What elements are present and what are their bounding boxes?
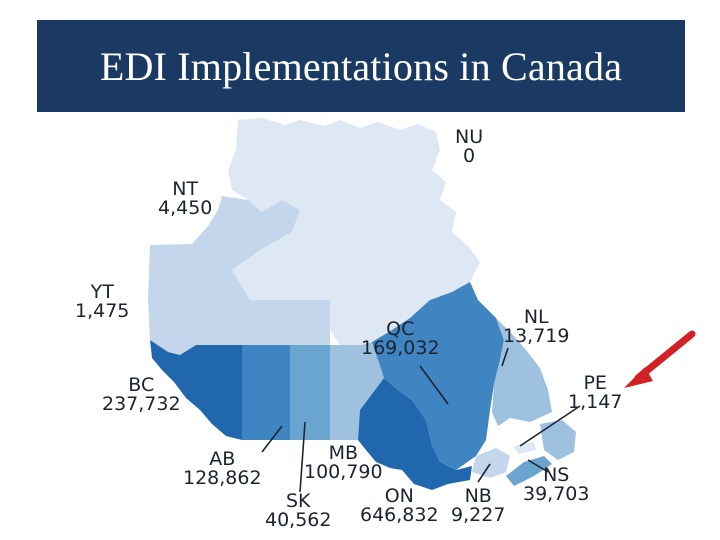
province-code: YT bbox=[90, 281, 114, 303]
province-code: BC bbox=[128, 374, 155, 396]
region-nu bbox=[228, 118, 480, 345]
label-mb: MB 100,790 bbox=[304, 444, 383, 482]
leader-pe bbox=[519, 405, 581, 447]
leader-ns bbox=[527, 459, 549, 473]
province-value: 1,475 bbox=[75, 300, 130, 322]
province-value: 13,719 bbox=[503, 325, 570, 347]
region-ns bbox=[506, 456, 552, 486]
label-nl: NL 13,719 bbox=[503, 308, 569, 346]
province-code: ON bbox=[384, 485, 414, 507]
province-code: QC bbox=[386, 318, 415, 340]
region-nb bbox=[472, 448, 510, 478]
province-value: 237,732 bbox=[102, 393, 181, 415]
province-value: 39,703 bbox=[523, 483, 590, 505]
region-on bbox=[358, 378, 472, 490]
province-value: 1,147 bbox=[568, 391, 623, 413]
label-qc: QC 169,032 bbox=[361, 320, 440, 358]
province-code: MB bbox=[328, 442, 358, 464]
province-value: 646,832 bbox=[360, 504, 439, 526]
province-value: 40,562 bbox=[265, 509, 332, 531]
label-nt: NT 4,450 bbox=[158, 180, 212, 218]
province-code: NL bbox=[523, 306, 549, 328]
province-value: 4,450 bbox=[158, 197, 213, 219]
label-ns: NS 39,703 bbox=[523, 466, 589, 504]
label-on: ON 646,832 bbox=[360, 487, 439, 525]
leader-sk bbox=[299, 421, 306, 493]
province-code: SK bbox=[285, 490, 311, 512]
province-code: NB bbox=[464, 485, 492, 507]
page-title: EDI Implementations in Canada bbox=[99, 43, 623, 89]
red-arrow-icon bbox=[624, 330, 696, 388]
region-nt bbox=[192, 196, 330, 345]
label-pe: PE 1,147 bbox=[568, 374, 622, 412]
province-value: 9,227 bbox=[451, 504, 506, 526]
title-bar: EDI Implementations in Canada bbox=[37, 20, 685, 112]
province-value: 0 bbox=[463, 145, 476, 167]
region-nl-labrador bbox=[492, 318, 552, 426]
label-sk: SK 40,562 bbox=[265, 492, 331, 530]
label-nu: NU 0 bbox=[455, 128, 483, 166]
leader-nb bbox=[477, 463, 491, 483]
province-code: AB bbox=[209, 448, 236, 470]
region-pe bbox=[514, 442, 536, 454]
province-code: PE bbox=[583, 372, 607, 394]
province-code: NU bbox=[455, 126, 484, 148]
label-nb: NB 9,227 bbox=[451, 487, 505, 525]
leader-qc bbox=[419, 365, 449, 405]
region-mb bbox=[330, 342, 384, 440]
region-ab bbox=[242, 345, 290, 440]
region-qc bbox=[372, 282, 504, 470]
province-value: 100,790 bbox=[304, 461, 383, 483]
label-ab: AB 128,862 bbox=[183, 450, 262, 488]
leader-ab bbox=[261, 425, 283, 453]
region-sk bbox=[290, 345, 330, 440]
province-value: 169,032 bbox=[361, 337, 440, 359]
region-yt bbox=[148, 244, 242, 355]
province-code: NS bbox=[543, 464, 570, 486]
region-nl-island bbox=[540, 420, 576, 460]
label-yt: YT 1,475 bbox=[75, 283, 129, 321]
region-bc bbox=[150, 340, 242, 440]
province-code: NT bbox=[172, 178, 199, 200]
province-value: 128,862 bbox=[183, 467, 262, 489]
leader-nl bbox=[501, 347, 509, 367]
label-bc: BC 237,732 bbox=[102, 376, 181, 414]
